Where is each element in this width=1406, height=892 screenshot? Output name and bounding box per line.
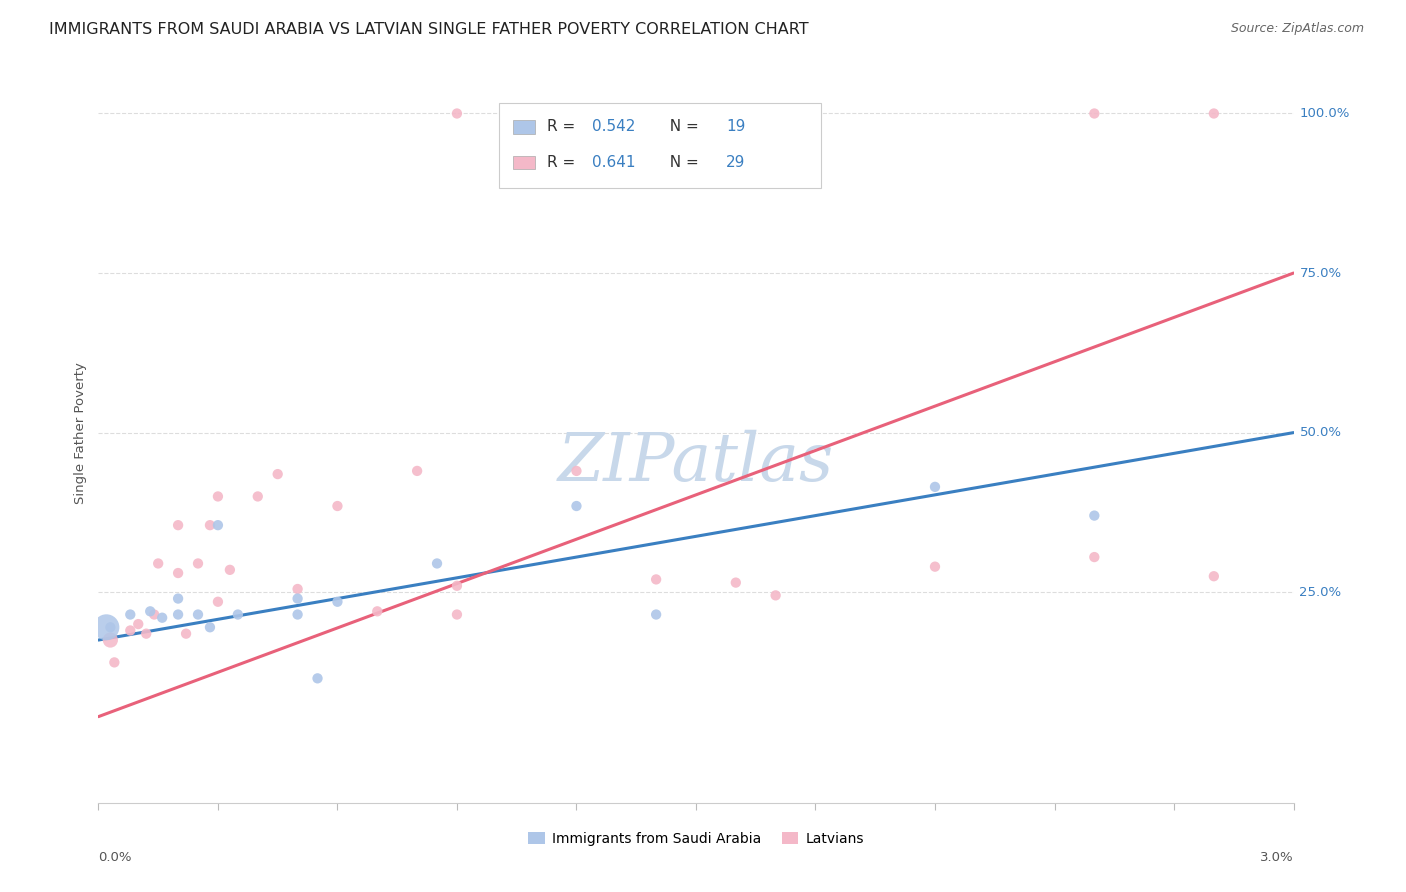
Point [924,559,946,574]
Point [724,575,747,590]
Point [307,671,329,685]
Point [1083,508,1105,523]
Text: 3.0%: 3.0% [1260,851,1294,864]
Point [150,611,173,625]
Point [143,607,166,622]
Text: Source: ZipAtlas.com: Source: ZipAtlas.com [1230,22,1364,36]
Point [446,607,468,622]
Point [287,607,309,622]
Point [1202,106,1225,120]
Point [287,582,309,596]
Point [207,490,229,504]
Text: 0.641: 0.641 [592,155,636,169]
Point [96,620,118,634]
Point [287,591,309,606]
Point [406,464,429,478]
Text: 19: 19 [725,120,745,135]
Text: R =: R = [547,155,579,169]
Text: 29: 29 [725,155,745,169]
Point [198,620,221,634]
Point [174,626,197,640]
Text: R =: R = [547,120,579,135]
Point [207,518,229,533]
Point [98,633,122,648]
Point [1083,106,1105,120]
Text: 0.0%: 0.0% [98,851,132,864]
Point [446,106,468,120]
Point [565,499,588,513]
Point [207,595,229,609]
Point [645,607,668,622]
Point [267,467,290,482]
Point [167,591,190,606]
Legend: Immigrants from Saudi Arabia, Latvians: Immigrants from Saudi Arabia, Latvians [523,826,869,851]
Point [98,620,122,634]
FancyBboxPatch shape [513,156,534,169]
Point [645,573,668,587]
FancyBboxPatch shape [499,103,821,188]
Point [246,490,269,504]
Text: N =: N = [661,155,704,169]
Point [198,518,221,533]
Text: 50.0%: 50.0% [1299,426,1341,439]
Point [446,579,468,593]
Point [366,604,388,618]
Point [326,595,349,609]
Text: ZIPatlas: ZIPatlas [558,430,834,495]
Point [326,499,349,513]
Point [167,566,190,580]
Text: 100.0%: 100.0% [1299,107,1350,120]
Text: 75.0%: 75.0% [1299,267,1341,279]
Point [724,106,747,120]
Text: IMMIGRANTS FROM SAUDI ARABIA VS LATVIAN SINGLE FATHER POVERTY CORRELATION CHART: IMMIGRANTS FROM SAUDI ARABIA VS LATVIAN … [49,22,808,37]
Point [565,464,588,478]
Point [1202,569,1225,583]
Point [135,626,157,640]
Y-axis label: Single Father Poverty: Single Father Poverty [75,361,87,504]
Point [103,656,125,670]
Point [187,557,209,571]
Point [1083,550,1105,565]
Point [127,617,149,632]
Text: 25.0%: 25.0% [1299,586,1341,599]
Point [187,607,209,622]
Point [148,557,170,571]
Point [426,557,449,571]
Point [765,588,787,602]
Text: 0.542: 0.542 [592,120,636,135]
Point [120,607,142,622]
Point [167,518,190,533]
Point [924,480,946,494]
Text: N =: N = [661,120,704,135]
Point [226,607,249,622]
Point [120,624,142,638]
Point [139,604,162,618]
FancyBboxPatch shape [513,120,534,134]
Point [167,607,190,622]
Point [219,563,242,577]
